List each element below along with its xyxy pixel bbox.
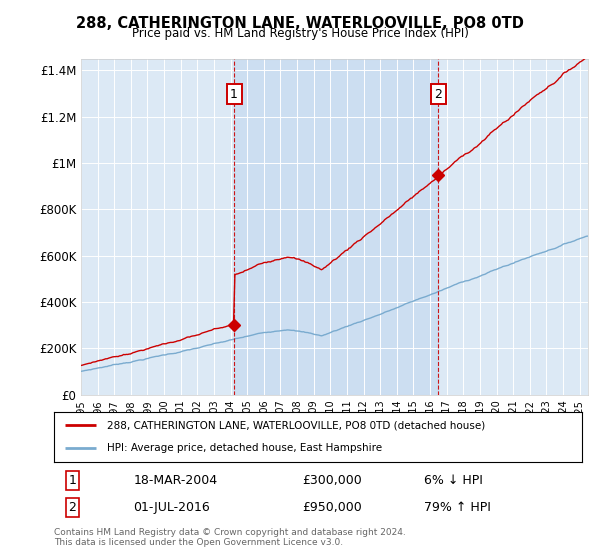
Text: 6% ↓ HPI: 6% ↓ HPI — [424, 474, 482, 487]
Text: 18-MAR-2004: 18-MAR-2004 — [133, 474, 217, 487]
Text: 1: 1 — [68, 474, 76, 487]
Text: Price paid vs. HM Land Registry's House Price Index (HPI): Price paid vs. HM Land Registry's House … — [131, 27, 469, 40]
Text: Contains HM Land Registry data © Crown copyright and database right 2024.
This d: Contains HM Land Registry data © Crown c… — [54, 528, 406, 547]
Text: 01-JUL-2016: 01-JUL-2016 — [133, 501, 210, 514]
Text: £950,000: £950,000 — [302, 501, 362, 514]
Text: 288, CATHERINGTON LANE, WATERLOOVILLE, PO8 0TD (detached house): 288, CATHERINGTON LANE, WATERLOOVILLE, P… — [107, 420, 485, 430]
Text: 2: 2 — [68, 501, 76, 514]
Text: £300,000: £300,000 — [302, 474, 362, 487]
Text: 1: 1 — [230, 87, 238, 101]
Bar — [234, 59, 439, 395]
Text: 2: 2 — [434, 87, 442, 101]
Text: 288, CATHERINGTON LANE, WATERLOOVILLE, PO8 0TD: 288, CATHERINGTON LANE, WATERLOOVILLE, P… — [76, 16, 524, 31]
Text: 79% ↑ HPI: 79% ↑ HPI — [424, 501, 490, 514]
Text: HPI: Average price, detached house, East Hampshire: HPI: Average price, detached house, East… — [107, 444, 382, 454]
